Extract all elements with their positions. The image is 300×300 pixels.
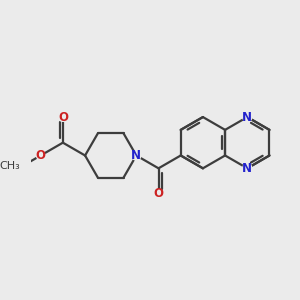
Circle shape <box>243 164 252 173</box>
Text: O: O <box>36 149 46 162</box>
Circle shape <box>132 151 141 160</box>
Text: CH₃: CH₃ <box>0 161 20 171</box>
Circle shape <box>154 190 163 198</box>
Text: O: O <box>58 111 68 124</box>
Text: N: N <box>242 111 252 124</box>
Circle shape <box>243 112 252 122</box>
Circle shape <box>58 113 67 121</box>
Circle shape <box>36 151 45 160</box>
Text: O: O <box>154 188 164 200</box>
Text: N: N <box>242 162 252 175</box>
Text: N: N <box>131 149 141 162</box>
